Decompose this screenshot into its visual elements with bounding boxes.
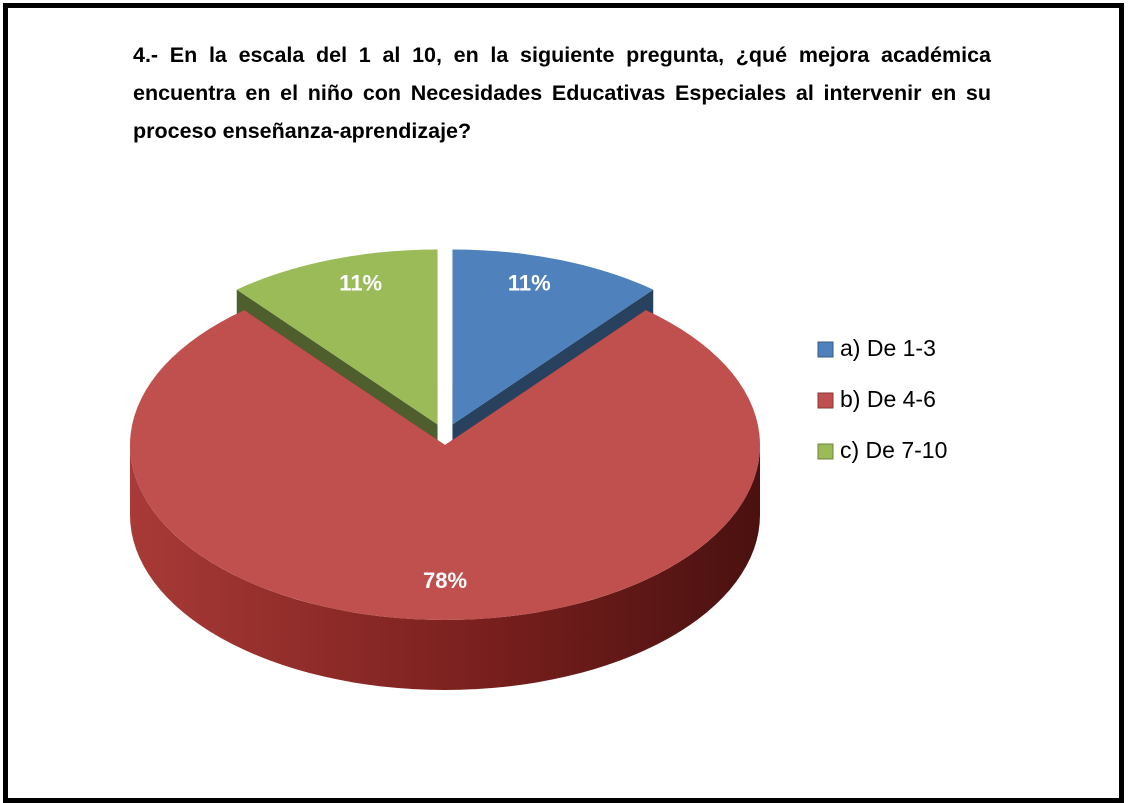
slice [452, 249, 654, 425]
legend-label: a) De 1-3 [840, 335, 936, 361]
chart-title: 4.- En la escala del 1 al 10, en la sigu… [133, 43, 991, 143]
legend-swatch [817, 443, 834, 460]
slice [130, 310, 761, 620]
legend-swatch [817, 341, 834, 358]
legend-swatch [817, 392, 834, 409]
data-label: 11% [339, 270, 382, 295]
legend-label: c) De 7-10 [840, 437, 947, 463]
legend-label: b) De 4-6 [840, 386, 936, 412]
data-label: 11% [508, 270, 551, 295]
slice [236, 249, 438, 425]
slice-side [130, 445, 760, 690]
data-label: 78% [423, 568, 467, 593]
